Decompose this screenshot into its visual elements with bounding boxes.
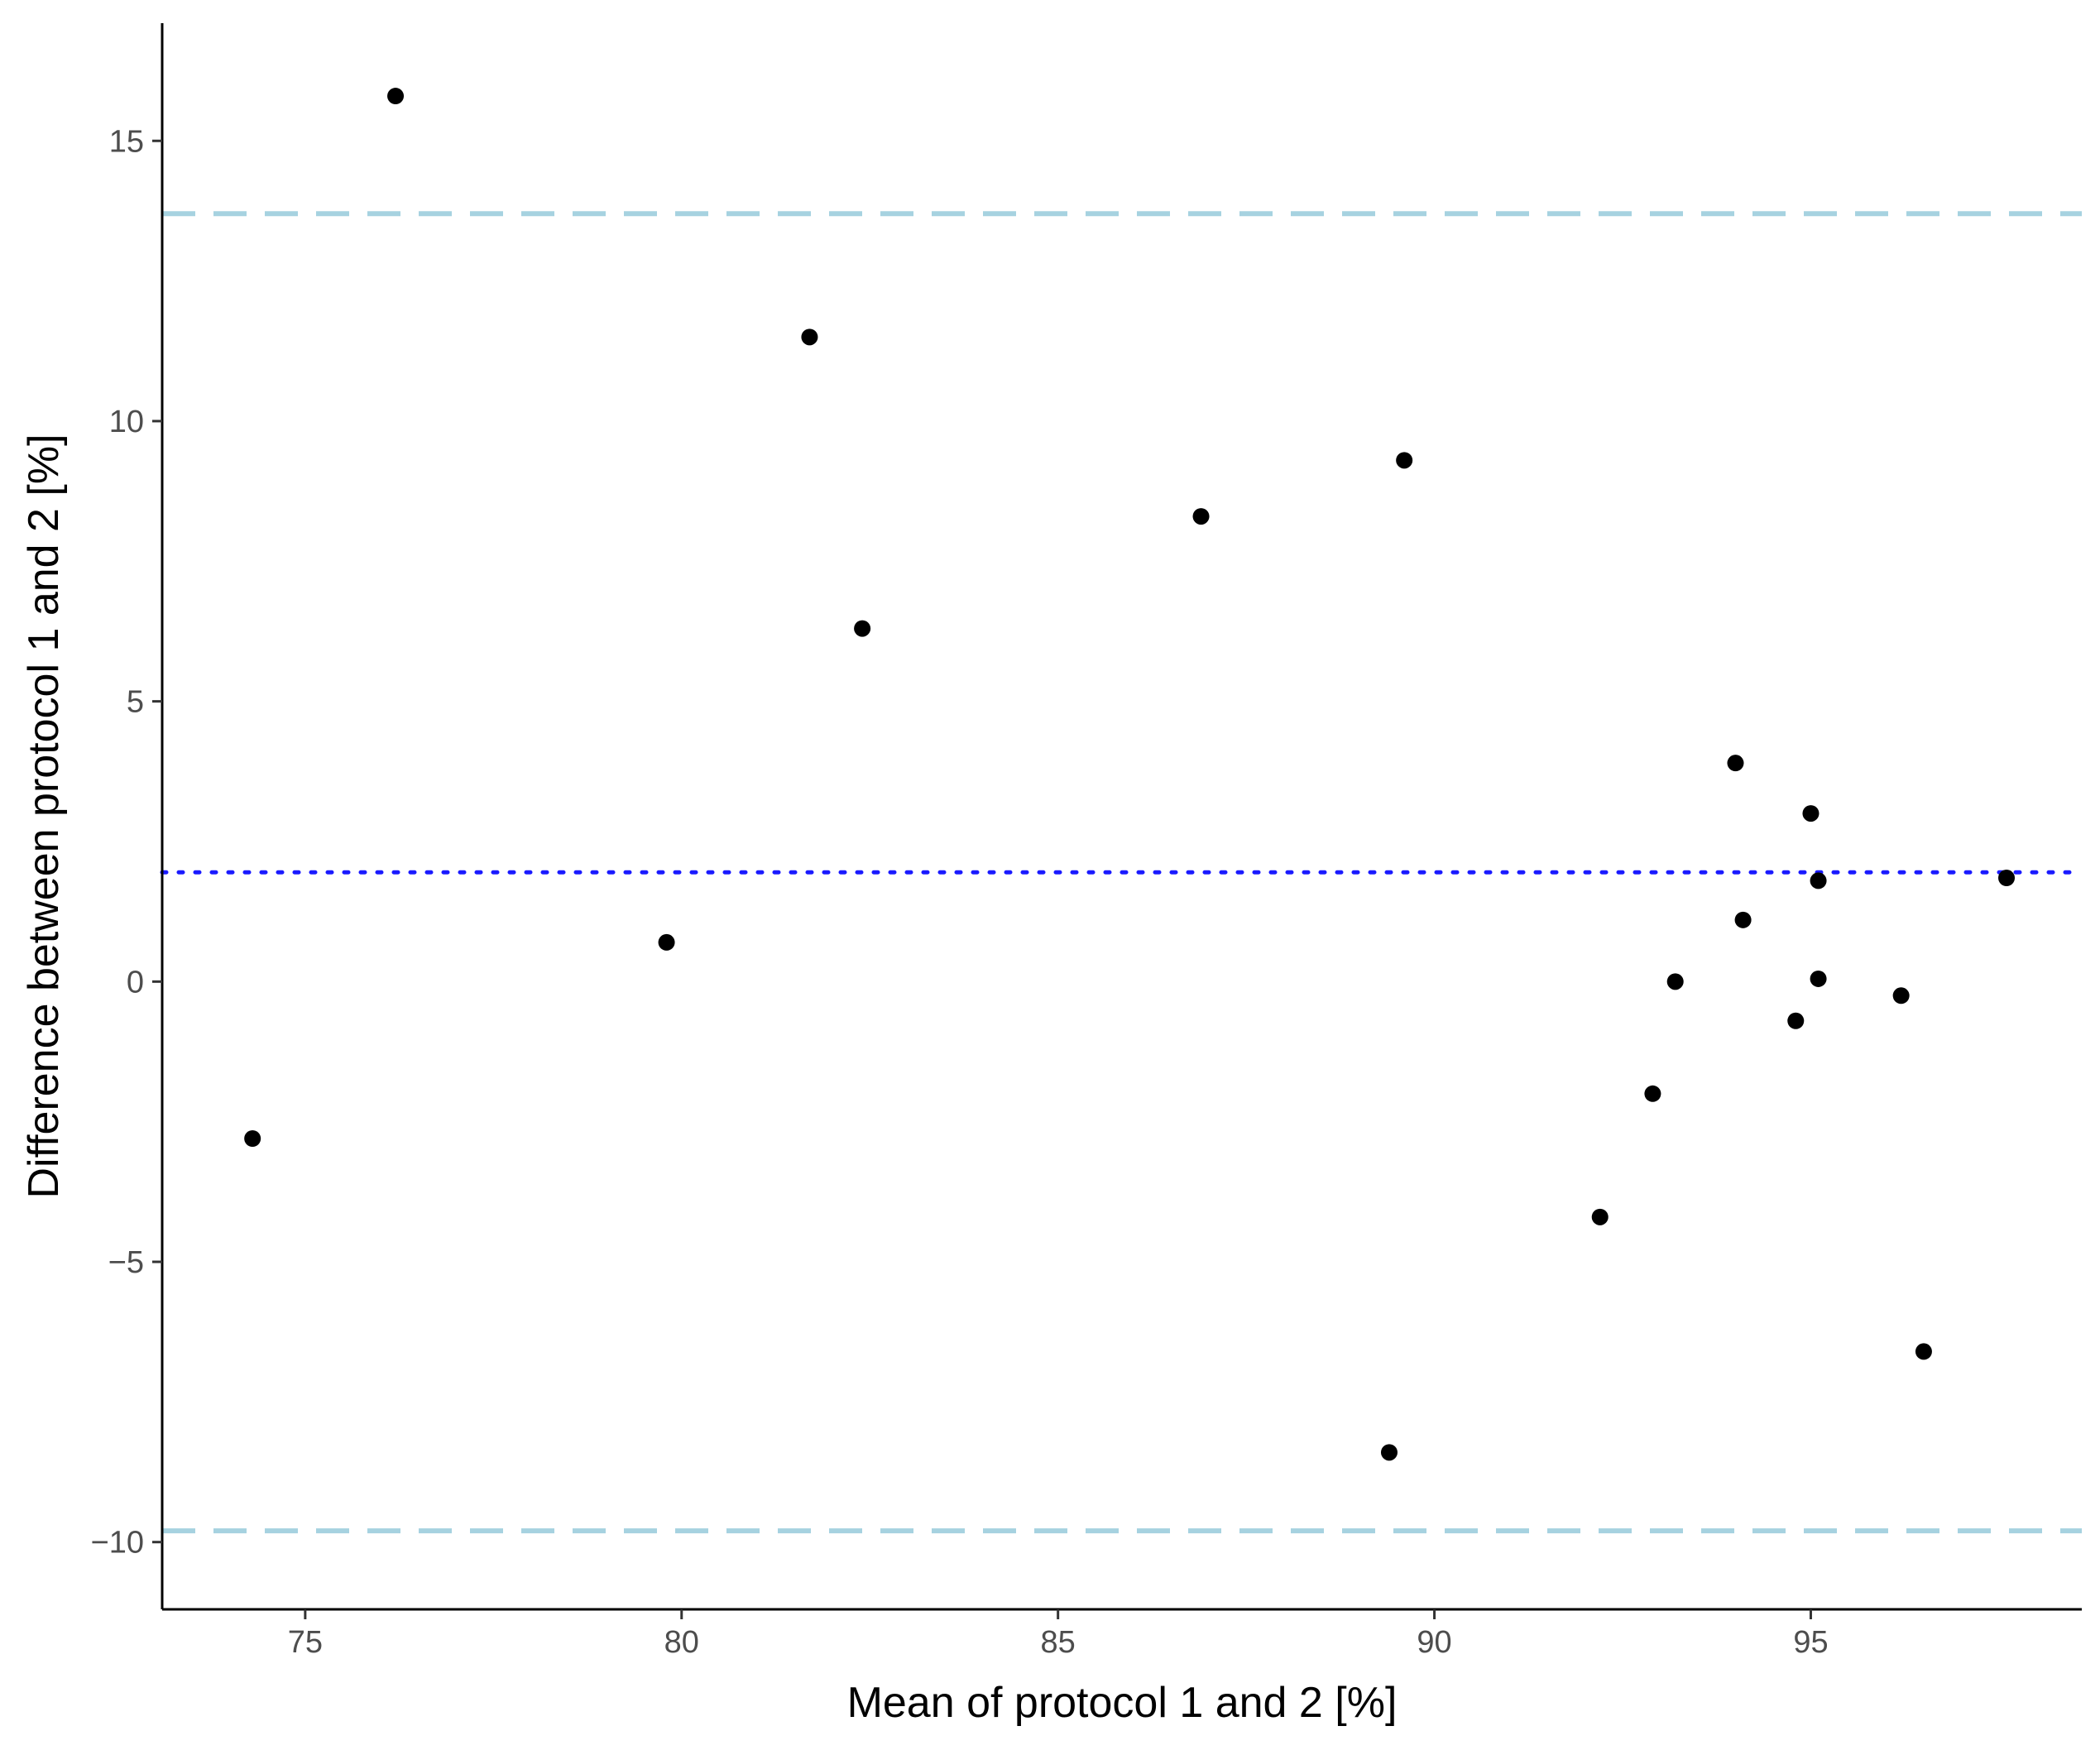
x-tick-label: 95	[1793, 1625, 1828, 1660]
data-point	[1915, 1343, 1932, 1360]
y-tick-label: −5	[108, 1245, 144, 1280]
data-point	[1666, 973, 1684, 990]
y-tick-label: 0	[127, 965, 144, 1000]
y-axis-ticks: −10 −5 0 5 10 15	[91, 124, 162, 1561]
data-points	[244, 88, 2016, 1461]
data-point	[1644, 1085, 1661, 1102]
x-tick-label: 85	[1041, 1625, 1076, 1660]
x-axis-title: Mean of protocol 1 and 2 [%]	[847, 1679, 1398, 1727]
data-point	[387, 88, 405, 105]
data-point	[1810, 970, 1827, 987]
data-point	[1396, 452, 1413, 469]
y-axis-title: Difference between protocol 1 and 2 [%]	[20, 434, 68, 1198]
y-tick-label: 10	[109, 405, 144, 439]
x-tick-label: 80	[664, 1625, 699, 1660]
x-tick-label: 75	[288, 1625, 323, 1660]
data-point	[801, 328, 818, 346]
y-tick-label: 15	[109, 124, 144, 159]
x-tick-label: 90	[1417, 1625, 1451, 1660]
data-point	[1892, 987, 1910, 1004]
data-point	[1380, 1444, 1398, 1461]
data-point	[1787, 1012, 1805, 1029]
data-point	[1192, 508, 1210, 525]
data-point	[1810, 872, 1827, 889]
data-point	[1802, 805, 1820, 822]
reference-lines	[160, 211, 2084, 1534]
data-point	[854, 620, 871, 637]
x-axis-ticks: 75 80 85 90 95	[288, 1609, 1829, 1660]
data-point	[1591, 1208, 1609, 1225]
data-point	[658, 933, 675, 951]
y-tick-label: −10	[91, 1526, 144, 1561]
y-tick-label: 5	[127, 685, 144, 720]
data-point	[1727, 755, 1744, 772]
data-point	[1998, 870, 2016, 887]
data-point	[244, 1129, 261, 1147]
data-point	[1734, 911, 1752, 928]
